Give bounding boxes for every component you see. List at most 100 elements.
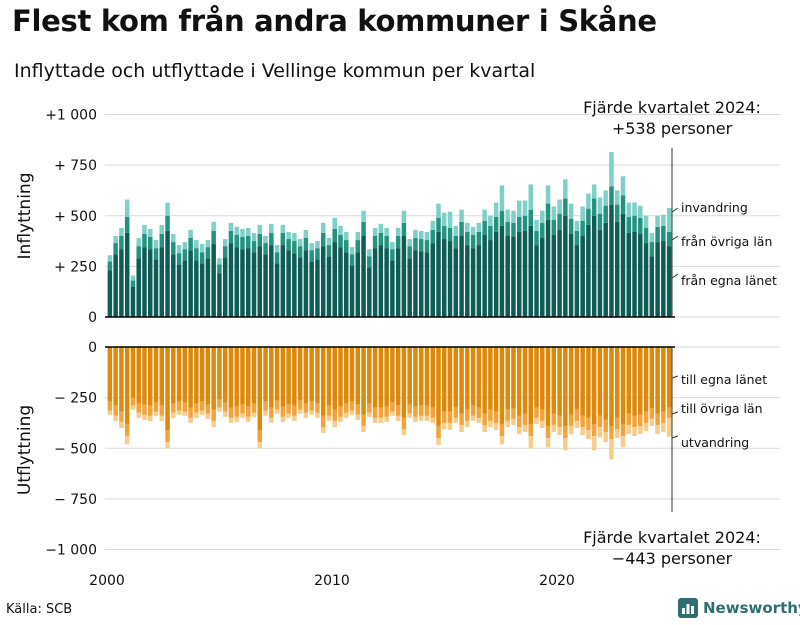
bar-segment	[372, 227, 378, 236]
bar-segment	[188, 229, 193, 239]
bar-segment	[320, 222, 326, 233]
bar-segment	[557, 229, 562, 318]
bar-segment	[499, 436, 505, 445]
bar-segment	[222, 257, 228, 317]
labels: +1 000 + 750 + 500 + 250 0 0 − 250 − 500 − 750 −1…	[15, 98, 777, 589]
bar-segment	[401, 429, 407, 436]
bar-segment	[344, 231, 349, 241]
bar-segment	[522, 347, 528, 414]
bar-segment	[459, 221, 464, 236]
bar-segment	[586, 224, 591, 317]
bar-segment	[372, 417, 378, 423]
series-label-bottom: utvandring	[681, 435, 749, 450]
bar-segment	[274, 400, 280, 410]
bar-segment	[303, 229, 309, 239]
bar-segment	[142, 414, 147, 420]
bar-segment	[205, 404, 211, 414]
bar-segment	[338, 406, 343, 417]
bar-segment	[505, 347, 510, 410]
bar-segment	[511, 347, 516, 409]
bar-segment	[205, 413, 211, 419]
bar-segment	[205, 240, 211, 248]
bar-segment	[188, 250, 193, 318]
bar-segment	[303, 238, 309, 251]
bar-segment	[165, 442, 170, 449]
bar-segment	[303, 347, 309, 404]
bar-segment	[649, 418, 655, 426]
bar-segment	[557, 213, 562, 230]
bar-segment	[586, 347, 591, 418]
bar-segment	[476, 417, 482, 423]
bar-segment	[292, 241, 297, 254]
bar-segment	[655, 413, 660, 425]
bar-segment	[609, 347, 614, 426]
bar-segment	[522, 230, 528, 317]
bar-segment	[384, 416, 389, 422]
bar-segment	[234, 226, 239, 235]
bar-segment	[395, 405, 401, 416]
series-label-top: från egna länet	[681, 273, 777, 288]
bar-segment	[240, 249, 245, 317]
y-axis-title-top: Inflyttning	[15, 173, 35, 260]
callout-top-line2: +538 personer	[612, 119, 733, 138]
bar-segment	[344, 347, 349, 404]
brand-name: Newsworthy	[703, 599, 800, 617]
bar-segment	[119, 347, 124, 412]
bar-segment	[246, 227, 251, 236]
bar-segment	[591, 436, 597, 451]
bar-segment	[147, 415, 153, 421]
bar-segment	[614, 190, 620, 205]
bar-segment	[130, 397, 136, 406]
bar-segment	[355, 404, 361, 415]
bar-segment	[568, 233, 574, 317]
bar-segment	[234, 247, 239, 317]
bar-segment	[545, 347, 551, 426]
bar-segment	[332, 409, 337, 421]
bar-segment	[188, 347, 193, 408]
bar-segment	[540, 238, 545, 317]
bar-segment	[119, 236, 124, 250]
bar-segment	[534, 417, 539, 424]
bar-segment	[666, 417, 672, 437]
bar-segment	[367, 267, 372, 317]
bar-segment	[620, 213, 626, 317]
series-label-top: invandring	[681, 200, 748, 215]
bar-segment	[643, 227, 649, 244]
bar-segment	[620, 195, 626, 214]
bar-segment	[292, 415, 297, 421]
bar-segment	[269, 347, 274, 408]
bar-segment	[130, 280, 136, 287]
bar-segment	[580, 236, 585, 317]
bar-segment	[372, 347, 378, 408]
bar-segment	[574, 245, 580, 317]
bar-segment	[620, 436, 626, 448]
bar-segment	[234, 416, 239, 422]
bar-segment	[413, 406, 418, 417]
bar-segment	[390, 260, 395, 317]
bar-segment	[661, 411, 666, 423]
bar-segment	[442, 422, 447, 430]
bar-segment	[609, 204, 614, 317]
bar-segment	[165, 347, 170, 431]
bar-segment	[597, 415, 603, 427]
bar-segment	[326, 347, 332, 406]
bar-segment	[401, 236, 407, 317]
bar-segment	[280, 347, 286, 407]
bar-segment	[505, 236, 510, 317]
bar-segment	[367, 347, 372, 404]
bar-segment	[182, 249, 188, 261]
bar-segment	[603, 190, 608, 206]
bar-segment	[649, 408, 655, 419]
bar-segment	[205, 347, 211, 405]
bar-segment	[159, 405, 165, 416]
axes	[105, 148, 679, 512]
bar-segment	[638, 414, 643, 426]
bar-segment	[199, 263, 205, 317]
bar-segment	[147, 347, 153, 406]
bar-segment	[153, 347, 159, 403]
brand-logo: Newsworthy	[678, 598, 800, 618]
bar-segment	[649, 232, 655, 243]
bar-segment	[320, 232, 326, 247]
bar-segment	[430, 220, 435, 230]
bar-segment	[459, 424, 464, 433]
